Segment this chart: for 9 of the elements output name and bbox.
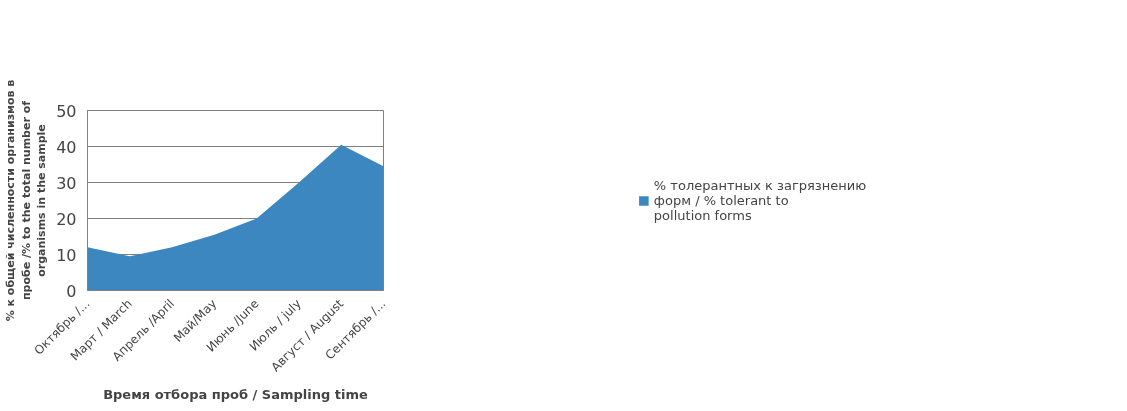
y-tick-label: 20 [56,209,77,229]
x-axis-title: Время отбора проб / Sampling time [103,387,369,403]
y-tick-label: 50 [56,101,77,121]
y-tick-label: 30 [56,173,77,193]
y-tick-label: 10 [56,245,77,265]
y-tick-label: 40 [56,137,77,157]
legend-label: % толерантных к загрязнению форм / % tolerant to pollution forms [653,177,867,223]
y-axis-title: % к общей численности организмов в пробе /% to the total number of organisms in the sample [3,79,49,322]
y-tick-label: 0 [66,281,77,301]
